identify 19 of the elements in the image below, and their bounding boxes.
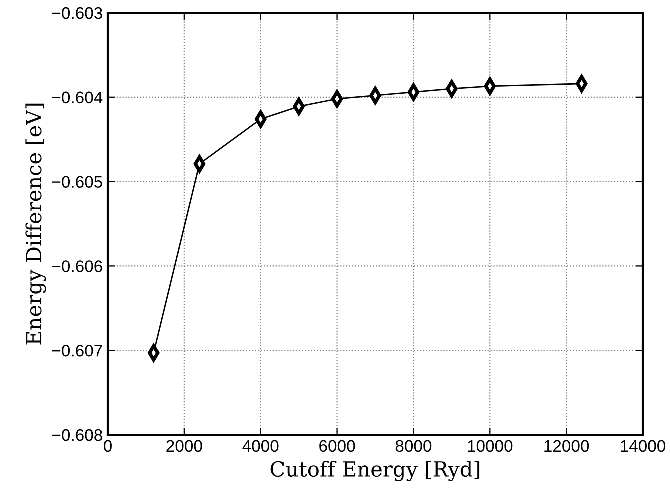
x-tick-label: 4000 — [242, 440, 279, 452]
point — [148, 344, 160, 362]
y-tick-label: −0.606 — [52, 260, 102, 272]
x-tick-label: 0 — [104, 440, 112, 452]
x-tick-label: 14000 — [621, 440, 666, 452]
y-tick-label: −0.603 — [52, 7, 102, 20]
x-tick-label: 8000 — [396, 440, 432, 452]
x-tick-label: 10000 — [468, 440, 513, 452]
y-tick-label: −0.607 — [52, 345, 102, 357]
y-axis-title: Energy Difference [eV] — [26, 104, 46, 345]
x-tick-label: 12000 — [544, 440, 590, 452]
y-tick-label: −0.604 — [52, 92, 103, 104]
x-tick-label: 6000 — [320, 440, 356, 452]
y-tick-label: −0.605 — [52, 176, 102, 188]
point — [408, 84, 420, 101]
x-axis-title: Cutoff Energy [Ryd] — [270, 460, 480, 482]
y-tick-label: −0.608 — [52, 429, 102, 442]
point — [254, 110, 267, 128]
x-tick-label: 2000 — [166, 440, 202, 452]
